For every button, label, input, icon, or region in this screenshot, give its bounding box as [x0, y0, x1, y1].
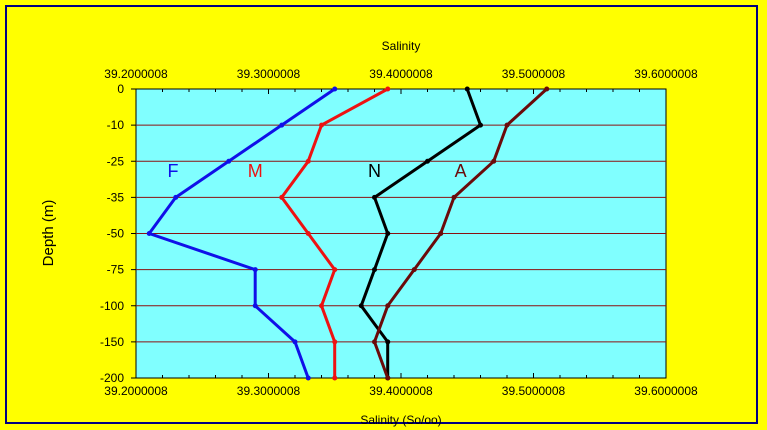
x-tick-label-bottom: 39.2000008 — [104, 384, 168, 398]
data-point-A — [385, 303, 391, 309]
x-tick-label-bottom: 39.3000008 — [237, 384, 301, 398]
data-point-A — [504, 122, 510, 128]
series-label-M: M — [248, 161, 263, 181]
x-tick-label-bottom: 39.6000008 — [634, 384, 698, 398]
data-point-A — [491, 158, 497, 164]
y-tick-label: -50 — [107, 227, 125, 241]
data-point-M — [332, 339, 338, 345]
data-point-M — [305, 231, 311, 236]
data-point-N — [385, 339, 391, 345]
data-point-F — [173, 194, 179, 200]
data-point-F — [279, 122, 285, 128]
data-point-N — [385, 231, 391, 236]
x-tick-label-top: 39.5000008 — [502, 67, 566, 81]
data-point-F — [305, 375, 311, 381]
x-tick-label-bottom: 39.5000008 — [502, 384, 566, 398]
data-point-F — [226, 158, 232, 164]
data-point-F — [332, 86, 338, 92]
x-tick-label-top: 39.4000008 — [369, 67, 433, 81]
data-point-N — [371, 194, 377, 200]
x-tick-label-top: 39.2000008 — [104, 67, 168, 81]
data-point-M — [318, 303, 324, 309]
data-point-N — [371, 267, 377, 273]
x-axis-label: Salinity (So/oo) — [360, 413, 441, 427]
series-label-F: F — [168, 161, 179, 181]
data-point-F — [252, 303, 258, 309]
y-tick-label: -100 — [100, 299, 124, 313]
y-tick-label: -10 — [107, 118, 125, 132]
data-point-N — [358, 303, 364, 309]
data-point-A — [544, 86, 550, 92]
y-tick-label: -35 — [107, 190, 125, 204]
chart-title: Salinity — [382, 39, 421, 53]
data-point-M — [332, 267, 338, 273]
data-point-M — [318, 122, 324, 128]
data-point-F — [146, 231, 152, 236]
y-tick-label: -75 — [107, 263, 125, 277]
data-point-M — [385, 86, 391, 92]
data-point-A — [438, 231, 444, 236]
x-tick-label-top: 39.3000008 — [237, 67, 301, 81]
y-tick-label: -200 — [100, 371, 124, 385]
data-point-M — [279, 194, 285, 200]
series-label-N: N — [368, 161, 381, 181]
data-point-F — [292, 339, 298, 345]
data-point-M — [305, 158, 311, 164]
y-tick-label: 0 — [117, 82, 124, 96]
data-point-N — [424, 158, 430, 164]
data-point-A — [371, 339, 377, 345]
data-point-A — [451, 194, 457, 200]
y-axis-label: Depth (m) — [40, 200, 57, 267]
data-point-A — [385, 375, 391, 381]
data-point-N — [477, 122, 483, 128]
data-point-A — [411, 267, 417, 273]
x-tick-label-top: 39.6000008 — [634, 67, 698, 81]
data-point-N — [464, 86, 470, 92]
x-tick-label-bottom: 39.4000008 — [369, 384, 433, 398]
data-point-M — [332, 375, 338, 381]
data-point-F — [252, 267, 258, 273]
y-tick-label: -150 — [100, 335, 124, 349]
y-tick-label: -25 — [107, 154, 125, 168]
series-label-A: A — [455, 161, 467, 181]
